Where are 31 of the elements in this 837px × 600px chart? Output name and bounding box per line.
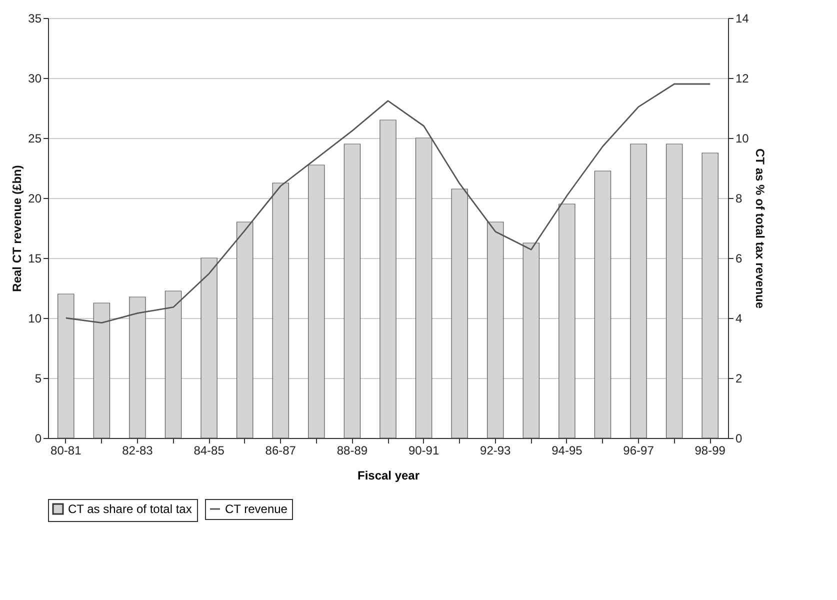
y-tick-label: 5 <box>34 372 42 386</box>
y-tick-label: 30 <box>28 72 42 86</box>
legend-label: CT as share of total tax <box>68 502 192 516</box>
x-tick-label: 88-89 <box>336 444 368 458</box>
x-axis-title: Fiscal year <box>357 468 420 482</box>
y2-axis-title: CT as % of total tax revenue <box>752 148 767 309</box>
legend-label: CT revenue <box>225 502 288 516</box>
y-axis-title: Real CT revenue (£bn) <box>10 165 24 292</box>
x-tick-label: 92-93 <box>480 444 512 458</box>
x-tick-label: 82-83 <box>122 444 154 458</box>
y-tick-label: 20 <box>28 192 42 206</box>
x-tick-label: 90-91 <box>408 444 440 458</box>
y2-tick-label: 10 <box>736 132 750 146</box>
y2-tick-label: 14 <box>736 12 750 26</box>
y2-tick-label: 2 <box>736 372 742 386</box>
x-tick-label: 98-99 <box>694 444 726 458</box>
y-tick-label: 35 <box>28 12 42 26</box>
y2-tick-label: 12 <box>736 72 750 86</box>
y-tick-label: 10 <box>28 312 42 326</box>
x-tick-label: 94-95 <box>552 444 583 458</box>
x-tick-label: 96-97 <box>623 444 654 458</box>
x-tick-label: 80-81 <box>50 444 82 458</box>
y2-tick-label: 6 <box>736 252 742 266</box>
x-tick-label: 86-87 <box>265 444 296 458</box>
x-tick-label: 84-85 <box>194 444 225 458</box>
y-tick-label: 15 <box>28 252 42 266</box>
y2-tick-label: 4 <box>736 312 742 326</box>
y-tick-label: 0 <box>34 432 42 446</box>
y2-tick-label: 0 <box>736 432 742 446</box>
y2-tick-label: 8 <box>736 192 742 206</box>
y-tick-label: 25 <box>28 132 42 146</box>
